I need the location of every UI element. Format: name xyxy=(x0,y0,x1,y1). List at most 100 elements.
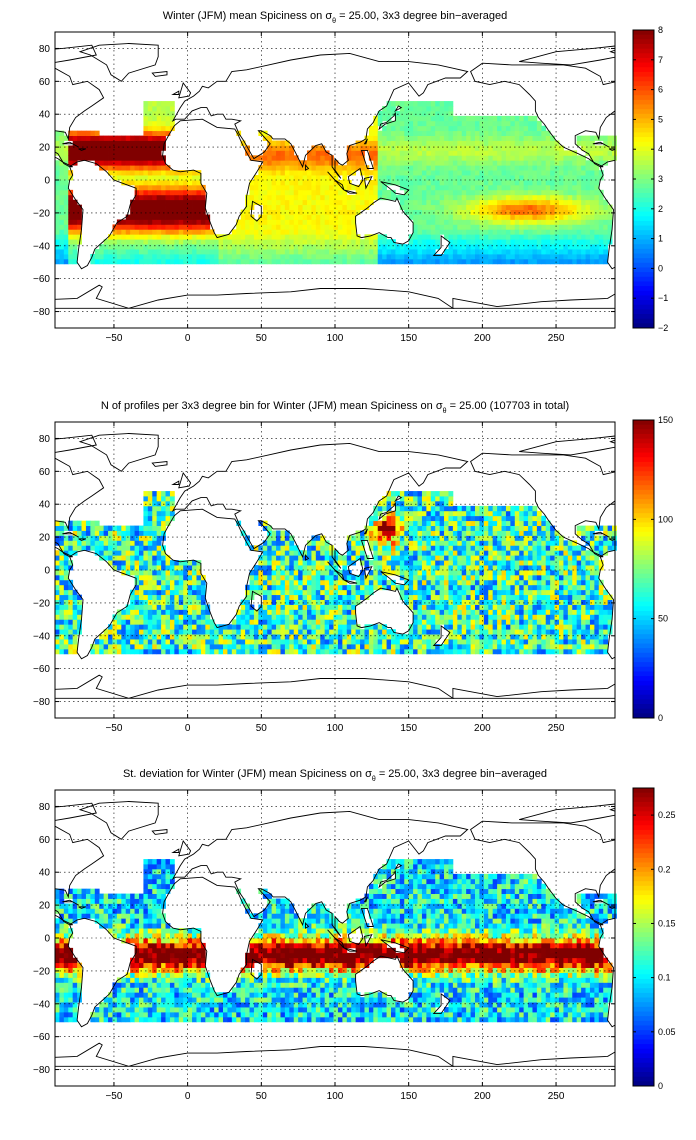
heatmap-cell xyxy=(421,258,427,265)
heatmap-cell xyxy=(346,629,352,635)
heatmap-cell xyxy=(192,629,197,635)
heatmap-cell xyxy=(165,239,171,245)
heatmap-cell xyxy=(519,150,525,156)
heatmap-cell xyxy=(497,194,502,201)
heatmap-cell xyxy=(240,244,246,250)
heatmap-cell xyxy=(134,644,140,650)
heatmap-cell xyxy=(276,570,281,576)
heatmap-cell xyxy=(161,199,166,206)
heatmap-cell xyxy=(408,599,414,605)
heatmap-cell xyxy=(271,165,277,171)
heatmap-cell xyxy=(452,249,458,255)
heatmap-cell xyxy=(59,535,65,541)
heatmap-cell xyxy=(567,150,573,156)
heatmap-cell xyxy=(395,648,401,655)
heatmap-cell xyxy=(417,145,423,151)
heatmap-cell xyxy=(63,614,69,620)
heatmap-cell xyxy=(342,574,348,581)
heatmap-cell xyxy=(99,648,105,655)
heatmap-cell xyxy=(284,175,290,181)
heatmap-cell xyxy=(475,254,480,260)
heatmap-cell xyxy=(417,570,423,576)
heatmap-cell xyxy=(337,224,343,230)
heatmap-cell xyxy=(143,619,149,625)
heatmap-cell xyxy=(298,214,303,220)
heatmap-cell xyxy=(267,244,273,250)
heatmap-cell xyxy=(413,648,418,655)
heatmap-cell xyxy=(324,634,330,640)
heatmap-cell xyxy=(99,145,105,151)
heatmap-cell xyxy=(395,535,401,541)
heatmap-cell xyxy=(488,165,494,171)
heatmap-cell xyxy=(178,634,184,640)
heatmap-cell xyxy=(386,101,392,107)
heatmap-cell xyxy=(161,570,166,576)
heatmap-cell xyxy=(452,239,458,245)
heatmap-cell xyxy=(563,194,569,201)
heatmap-cell xyxy=(364,184,370,191)
heatmap-cell xyxy=(346,634,352,640)
heatmap-cell xyxy=(430,525,436,531)
heatmap-cell xyxy=(545,135,551,141)
heatmap-cell xyxy=(545,219,551,225)
heatmap-cell xyxy=(408,515,414,522)
heatmap-cell xyxy=(139,135,144,141)
heatmap-cell xyxy=(200,594,206,600)
heatmap-cell xyxy=(156,644,162,650)
heatmap-cell xyxy=(205,214,211,220)
heatmap-cell xyxy=(161,491,166,497)
heatmap-cell xyxy=(293,614,299,620)
heatmap-cell xyxy=(315,189,321,196)
heatmap-cell xyxy=(448,224,454,230)
heatmap-cell xyxy=(399,135,405,141)
heatmap-cell xyxy=(147,574,153,581)
heatmap-cell xyxy=(360,550,365,556)
heatmap-cell xyxy=(572,199,578,206)
heatmap-cell xyxy=(178,639,184,645)
heatmap-cell xyxy=(289,165,295,171)
heatmap-cell xyxy=(382,175,387,181)
heatmap-cell xyxy=(147,510,153,517)
heatmap-cell xyxy=(108,624,113,630)
heatmap-cell xyxy=(59,244,65,250)
heatmap-cell xyxy=(298,254,303,260)
heatmap-cell xyxy=(501,229,507,235)
heatmap-cell xyxy=(262,155,268,161)
heatmap-cell xyxy=(528,180,533,186)
heatmap-cell xyxy=(448,624,454,630)
heatmap-cell xyxy=(156,224,162,230)
heatmap-cell xyxy=(315,570,321,576)
heatmap-cell xyxy=(134,535,140,541)
heatmap-cell xyxy=(333,629,339,635)
heatmap-cell xyxy=(63,204,69,210)
heatmap-cell xyxy=(386,110,392,117)
heatmap-cell xyxy=(161,214,166,220)
heatmap-cell xyxy=(532,165,538,171)
heatmap-cell xyxy=(408,160,414,166)
heatmap-cell xyxy=(178,204,184,210)
heatmap-cell xyxy=(130,648,135,655)
heatmap-cell xyxy=(315,254,321,260)
heatmap-cell xyxy=(421,254,427,260)
heatmap-cell xyxy=(435,155,441,161)
heatmap-cell xyxy=(360,194,365,201)
heatmap-cell xyxy=(280,229,286,235)
heatmap-cell xyxy=(125,150,131,156)
heatmap-cell xyxy=(152,614,158,620)
heatmap-cell xyxy=(116,258,122,265)
heatmap-cell xyxy=(320,599,326,605)
heatmap-cell xyxy=(510,125,516,132)
heatmap-cell xyxy=(528,199,533,206)
heatmap-cell xyxy=(165,491,171,497)
heatmap-cell xyxy=(541,204,547,210)
heatmap-cell xyxy=(523,239,529,245)
heatmap-cell xyxy=(559,165,564,171)
heatmap-cell xyxy=(302,234,308,240)
heatmap-cell xyxy=(324,540,330,546)
heatmap-cell xyxy=(280,199,286,206)
heatmap-cell xyxy=(426,515,432,522)
heatmap-cell xyxy=(298,565,303,571)
heatmap-cell xyxy=(576,234,582,240)
heatmap-cell xyxy=(554,145,560,151)
heatmap-cell xyxy=(444,115,449,122)
